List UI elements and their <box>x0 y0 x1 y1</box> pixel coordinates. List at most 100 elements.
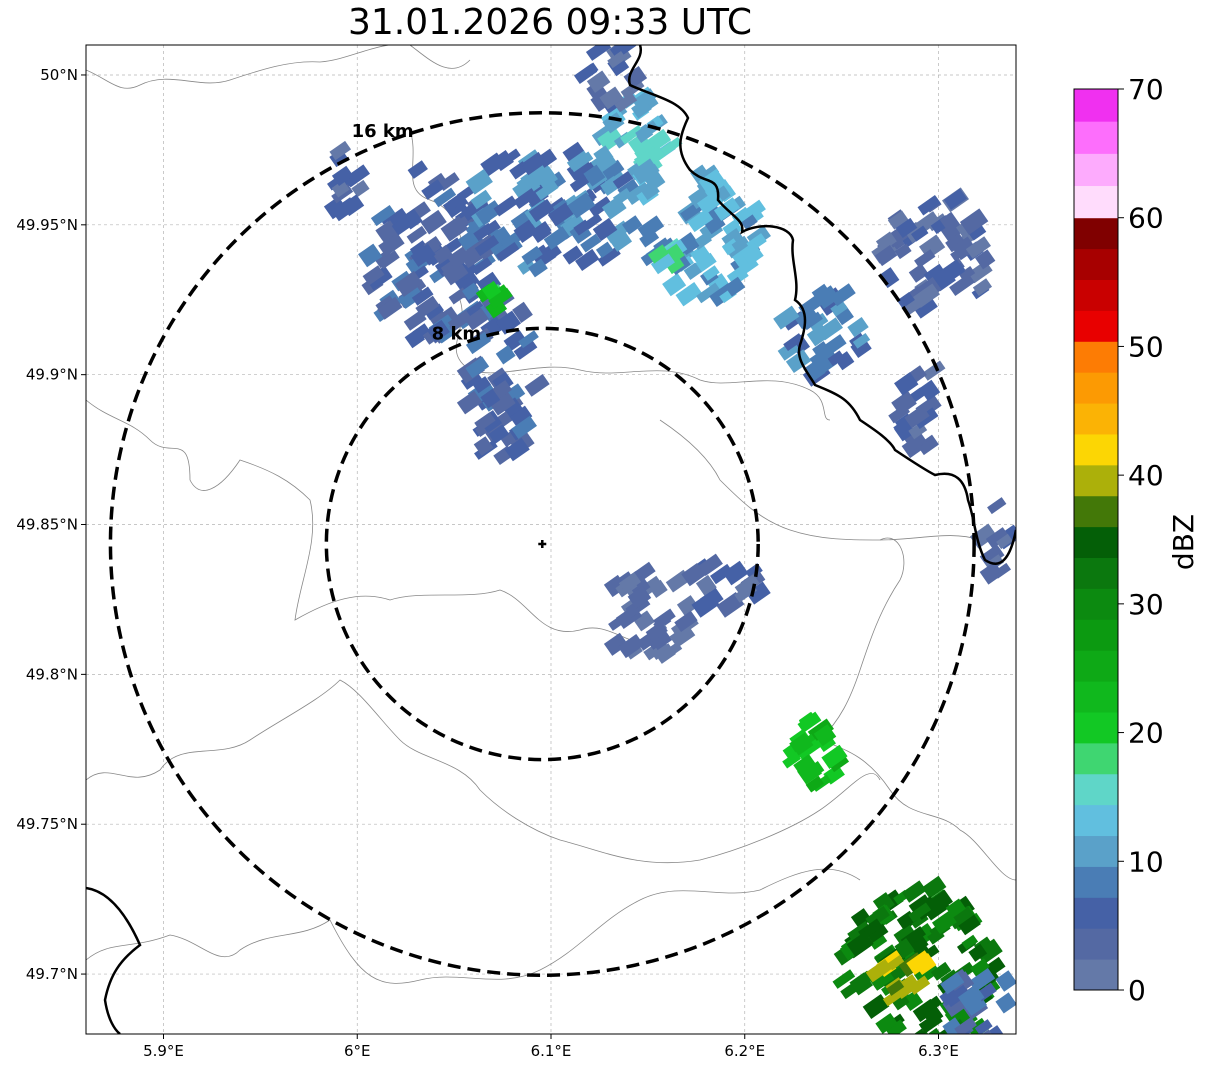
echo-cell <box>377 296 403 320</box>
echo-cell <box>975 938 1003 965</box>
echo-cell <box>521 245 543 266</box>
country-borders <box>86 45 1016 1034</box>
echo-cell <box>883 1048 904 1068</box>
echo-cell <box>813 724 837 747</box>
echo-cell <box>573 63 598 84</box>
echo-cell <box>471 257 493 276</box>
echo-cell <box>631 158 660 185</box>
municipal-border-line <box>659 419 981 541</box>
echo-cell <box>637 215 665 240</box>
echo-cell <box>543 226 570 250</box>
echo-cell <box>958 266 976 282</box>
colorbar-swatch <box>1074 403 1118 435</box>
echo-cell <box>995 970 1016 992</box>
echo-cell <box>906 950 934 975</box>
range-ring <box>108 111 976 977</box>
echo-cell <box>793 305 820 330</box>
echo-cell <box>442 260 469 286</box>
echo-cell <box>773 305 800 330</box>
echo-cell <box>944 984 970 1008</box>
echo-cell <box>614 92 638 113</box>
colorbar-swatch <box>1074 588 1118 620</box>
echo-cell <box>919 379 941 401</box>
echo-cell <box>676 595 699 616</box>
colorbar-swatch <box>1074 372 1118 404</box>
echo-cell <box>698 553 723 577</box>
echo-cell <box>575 248 600 272</box>
echo-cell <box>914 249 936 269</box>
echo-cell <box>675 282 703 307</box>
echo-cell <box>420 209 447 235</box>
echo-cell <box>633 610 655 632</box>
echo-cell <box>688 187 711 209</box>
echo-cell <box>410 243 436 267</box>
echo-cell <box>445 237 463 254</box>
echo-cell <box>746 581 771 605</box>
echo-cell <box>691 591 720 618</box>
echo-cell <box>573 219 591 236</box>
colorbar-tick-label: 0 <box>1128 974 1146 1007</box>
echo-cell <box>343 164 371 188</box>
echo-cell <box>461 282 481 301</box>
echo-cell <box>504 437 530 462</box>
municipal-border-line <box>86 868 861 984</box>
colorbar-swatch <box>1074 279 1118 311</box>
echo-cell <box>535 180 559 201</box>
echo-cell <box>965 236 991 259</box>
echo-cell <box>432 244 454 265</box>
echo-cell <box>959 208 989 235</box>
echo-cell <box>821 744 848 769</box>
echo-cell <box>896 291 917 312</box>
echo-cell <box>618 572 642 593</box>
echo-cell <box>620 124 644 145</box>
municipal-border-line <box>409 129 831 421</box>
echo-cell <box>916 434 939 456</box>
echo-cell <box>683 262 702 280</box>
echo-cell <box>567 192 596 219</box>
echo-cell <box>878 267 900 289</box>
echo-cell <box>724 276 746 297</box>
colorbar-swatch <box>1074 866 1118 898</box>
echo-cell <box>475 200 503 225</box>
echo-cell <box>902 880 927 903</box>
echo-cell <box>522 156 542 175</box>
echo-cell <box>939 211 961 233</box>
echo-cell <box>440 215 469 242</box>
colorbar-swatch <box>1074 742 1118 775</box>
echo-cell <box>710 563 734 585</box>
echo-cell <box>975 249 996 270</box>
municipal-border-line <box>86 399 651 643</box>
radar-echoes <box>323 45 1016 1068</box>
range-ring-label: 16 km <box>352 121 414 142</box>
lon-tick-label: 6.2°E <box>724 1042 765 1060</box>
echo-cell <box>539 248 557 266</box>
echo-cell <box>893 923 916 945</box>
echo-cell <box>915 298 938 319</box>
echo-cell <box>957 984 985 1010</box>
echo-cell <box>830 283 856 307</box>
colorbar-swatch <box>1074 681 1118 713</box>
echo-cell <box>894 938 915 959</box>
echo-cell <box>503 329 527 352</box>
echo-cell <box>782 751 801 769</box>
colorbar-swatch <box>1074 804 1118 837</box>
echo-cell <box>647 128 672 152</box>
echo-cell <box>866 923 889 943</box>
echo-cell <box>378 250 400 270</box>
echo-cell <box>607 51 627 69</box>
echo-cell <box>569 151 594 173</box>
echo-cell <box>731 206 752 226</box>
lat-tick-label: 49.75°N <box>16 815 78 833</box>
echo-cell <box>331 165 354 186</box>
echo-cell <box>840 979 864 1000</box>
echo-cell <box>894 372 919 396</box>
echo-cell <box>874 245 898 267</box>
echo-cell <box>585 45 612 61</box>
colorbar-tick-label: 40 <box>1128 459 1164 492</box>
echo-cell <box>608 229 633 252</box>
echo-cell <box>847 317 869 338</box>
echo-cell <box>834 351 855 371</box>
colorbar-swatch <box>1074 185 1118 219</box>
echo-cell <box>627 585 652 609</box>
longitude-ticks: 5.9°E 6°E 6.1°E 6.2°E 6.3°E <box>143 1034 959 1060</box>
